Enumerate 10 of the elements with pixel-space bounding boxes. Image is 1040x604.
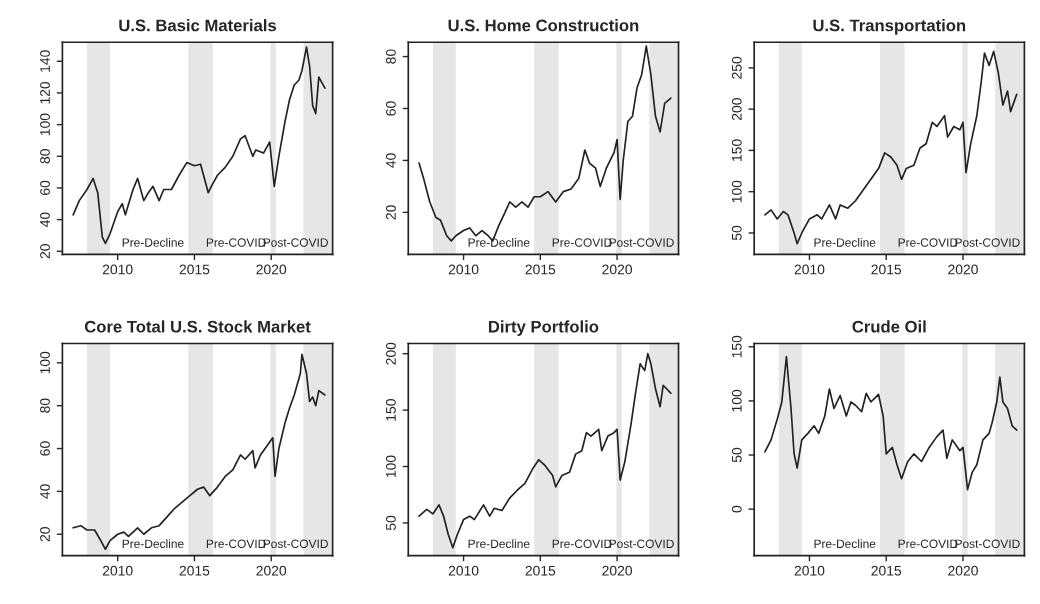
chart-title: U.S. Transportation <box>813 19 966 35</box>
line-series <box>764 50 1018 245</box>
chart-title: U.S. Home Construction <box>448 19 639 32</box>
line-series <box>418 352 672 549</box>
chart-title: U.S. Basic Materials <box>119 19 277 32</box>
chart-title: Crude Oil <box>852 320 926 333</box>
line-series <box>72 353 326 551</box>
chart-title: Core Total U.S. Stock Market <box>84 320 311 333</box>
chart-title: Dirty Portfolio <box>488 320 599 336</box>
line-series <box>764 355 1018 491</box>
